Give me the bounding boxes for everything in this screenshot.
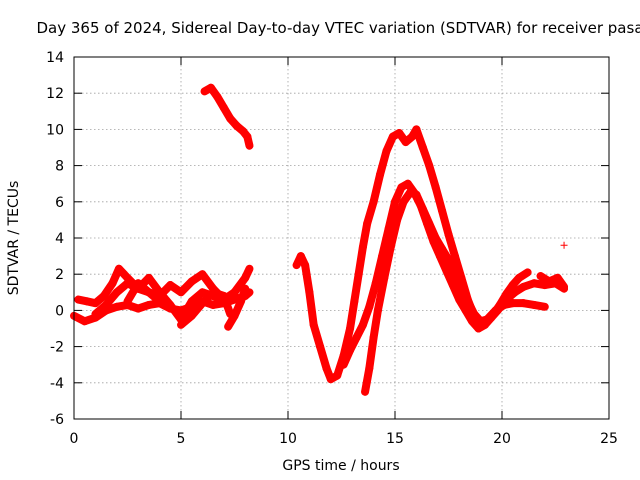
trace-segment xyxy=(371,252,387,288)
series-pass-f xyxy=(224,284,250,331)
trace-segment xyxy=(301,261,314,297)
trace-segment xyxy=(369,306,382,342)
y-tick-label: 2 xyxy=(55,267,64,283)
y-axis-label: SDTVAR / TECUs xyxy=(6,181,22,296)
y-tick-label: 6 xyxy=(55,195,64,211)
trace-segment xyxy=(553,273,569,291)
trace-segment xyxy=(236,284,250,306)
trace-segment xyxy=(339,324,355,360)
data-point xyxy=(241,285,249,293)
trace-segment xyxy=(438,206,453,239)
y-tick-label: 14 xyxy=(46,50,64,66)
grid xyxy=(74,57,609,419)
trace-segment xyxy=(241,264,254,282)
y-tick-label: 0 xyxy=(55,303,64,319)
series-outlier xyxy=(560,241,568,249)
axis-ticks: 0 5 10 15 20 25 -6 -4 -2 0 2 4 6 8 10 12 14 xyxy=(46,50,618,447)
x-tick-label: 20 xyxy=(493,431,511,447)
series-pass-j xyxy=(361,188,549,396)
x-tick-label: 5 xyxy=(177,431,186,447)
trace-segment xyxy=(376,147,391,179)
series-pass-k xyxy=(536,272,569,291)
data-points xyxy=(70,83,569,396)
y-tick-label: -6 xyxy=(50,412,64,428)
data-point xyxy=(541,303,549,311)
y-tick-label: -4 xyxy=(50,376,64,392)
trace-segment xyxy=(346,297,359,333)
trace-segment xyxy=(365,279,380,311)
trace-segment xyxy=(369,170,385,206)
trace-segment xyxy=(384,197,399,233)
trace-segment xyxy=(354,243,367,279)
x-axis-label: GPS time / hours xyxy=(282,458,399,474)
trace-segment xyxy=(305,288,318,329)
data-point xyxy=(245,142,253,150)
trace-segment xyxy=(378,224,393,261)
trace-segment xyxy=(219,291,235,319)
trace-segment xyxy=(365,333,378,373)
series-pass-g xyxy=(200,83,254,150)
data-point xyxy=(560,283,568,291)
trace-segment xyxy=(380,243,395,282)
x-tick-label: 10 xyxy=(279,431,297,447)
x-tick-label: 0 xyxy=(70,431,79,447)
y-tick-label: 4 xyxy=(55,231,64,247)
data-point xyxy=(560,241,568,249)
data-point xyxy=(524,268,532,276)
trace-segment xyxy=(350,270,363,306)
trace-segment xyxy=(386,215,402,252)
y-tick-label: -2 xyxy=(50,340,64,356)
y-tick-label: 10 xyxy=(46,122,64,138)
trace-segment xyxy=(431,183,447,215)
x-tick-label: 15 xyxy=(386,431,404,447)
x-tick-label: 25 xyxy=(600,431,618,447)
y-tick-label: 12 xyxy=(46,86,64,102)
series-pass-e xyxy=(177,288,235,329)
trace-segment xyxy=(515,268,532,282)
chart-title: Day 365 of 2024, Sidereal Day-to-day VTE… xyxy=(36,19,640,37)
y-tick-label: 8 xyxy=(55,159,64,175)
data-point xyxy=(245,265,253,273)
trace-segment xyxy=(373,273,389,315)
